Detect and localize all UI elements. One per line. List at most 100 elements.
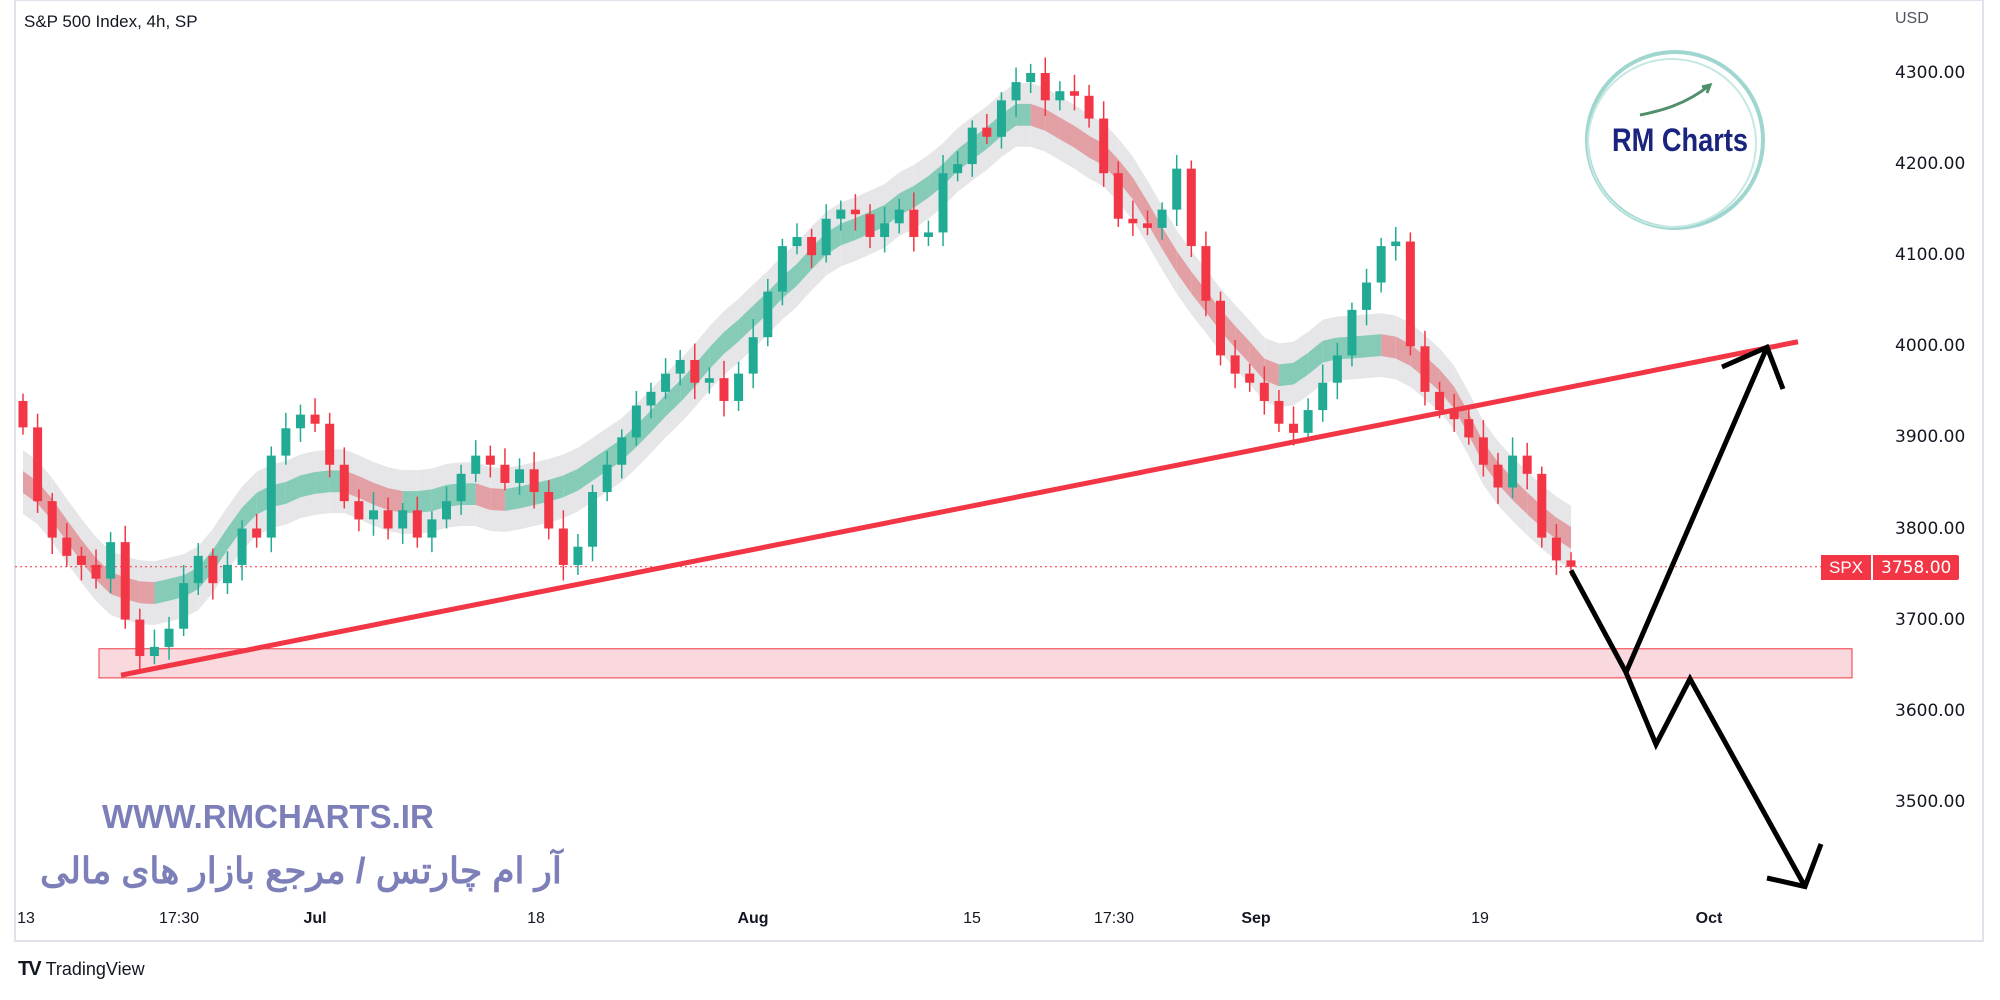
candle-body [515, 469, 525, 483]
price-tick: 4200.00 [1895, 154, 1966, 175]
candle-body [938, 173, 948, 233]
ribbon-band [66, 519, 82, 562]
candle-body [500, 464, 510, 483]
ribbon-band [417, 489, 432, 513]
candle-body [1420, 346, 1430, 392]
candle-body [792, 236, 802, 247]
ribbon-band [1045, 108, 1060, 140]
time-tick: 18 [527, 910, 545, 927]
candle-body [850, 209, 860, 215]
ribbon-band [388, 488, 403, 513]
price-tick: 3900.00 [1895, 427, 1966, 448]
candle-body [1274, 400, 1284, 424]
candle-body [398, 510, 408, 529]
candle-body [1478, 437, 1488, 465]
watermark-tagline: آر ام چارتس / مرجع بازار های مالی [40, 850, 562, 891]
candle-body [602, 464, 612, 493]
candle-body [734, 373, 744, 401]
watermark-url: WWW.RMCHARTS.IR [102, 798, 434, 835]
ribbon-band [738, 305, 754, 342]
candle-body [179, 583, 189, 629]
candle-body [442, 501, 452, 520]
candle-body [748, 337, 758, 374]
candle-body [1142, 223, 1152, 228]
ribbon-band [1293, 352, 1309, 385]
price-tick: 4300.00 [1895, 63, 1966, 83]
candle-body [62, 537, 72, 556]
ribbon-band [1264, 358, 1279, 387]
candle-body [237, 528, 247, 565]
time-tick: 15 [963, 910, 981, 927]
candle-body [135, 619, 145, 657]
candle-body [880, 223, 890, 237]
candle-body [252, 528, 262, 538]
ribbon-band [300, 472, 316, 498]
ribbon-band [1074, 125, 1090, 158]
ribbon-band [1132, 177, 1148, 224]
candle-body [558, 528, 568, 565]
ribbon-band [373, 482, 389, 511]
candle-body [18, 400, 28, 428]
candle-body [1493, 464, 1503, 488]
candle-body [1186, 168, 1196, 247]
candle-body [923, 232, 933, 237]
tradingview-label: TradingView [45, 959, 145, 979]
trendline [120, 339, 1799, 678]
chart-frame [14, 0, 1984, 942]
candle-body [1259, 382, 1269, 401]
support-zone [98, 648, 1853, 679]
ribbon-band [1176, 250, 1192, 294]
candle-body [544, 492, 554, 529]
ribbon-band [1278, 362, 1294, 387]
candle-body [1289, 423, 1299, 433]
candle-body [1537, 473, 1547, 538]
candle-body [1318, 382, 1328, 411]
time-tick: Oct [1695, 910, 1723, 927]
candle-body [1362, 282, 1372, 310]
ribbon-band [577, 458, 593, 491]
ribbon-band [563, 468, 578, 498]
candle-body [967, 127, 977, 165]
candle-body [281, 428, 291, 456]
price-tick: 4100.00 [1895, 245, 1966, 266]
ribbon-band [840, 218, 856, 246]
ribbon-band [650, 394, 666, 433]
ribbon-band [1016, 103, 1031, 126]
candle-body [1230, 355, 1240, 374]
candle-body [982, 127, 992, 137]
candle-body [339, 464, 349, 502]
ribbon-band [1191, 271, 1206, 313]
candle-body [646, 391, 656, 406]
candle-body [909, 209, 919, 237]
candle-body [865, 214, 875, 237]
projection-down-path [1623, 671, 1808, 888]
candle-body [1216, 300, 1226, 356]
candle-body [1566, 560, 1576, 567]
candle-body [529, 469, 539, 493]
candle-body [1405, 241, 1415, 347]
candle-body [427, 519, 437, 538]
candle-body [1099, 118, 1109, 174]
ribbon-band [1249, 341, 1265, 381]
ribbon-band [709, 332, 724, 370]
ribbon-band [1235, 325, 1250, 364]
time-tick: 17:30 [158, 910, 200, 927]
ribbon-band [242, 492, 257, 530]
ribbon-band [1147, 201, 1163, 249]
time-tick: 17:30 [1093, 910, 1135, 927]
candle-body [1026, 73, 1036, 83]
ribbon-band [1381, 334, 1396, 359]
tradingview-brand[interactable]: TV TradingView [18, 958, 145, 981]
candle-body [1522, 455, 1532, 474]
candle-body [1376, 246, 1386, 283]
candle-body [354, 501, 364, 520]
candle-body [675, 359, 685, 374]
candle-body [1157, 209, 1167, 228]
candle-body [1435, 391, 1445, 411]
candle-body [996, 100, 1006, 137]
ribbon-band [913, 175, 929, 208]
chart-title: S&P 500 Index, 4h, SP [24, 12, 198, 31]
candle-body [164, 628, 174, 647]
price-tick: 3500.00 [1895, 791, 1966, 812]
